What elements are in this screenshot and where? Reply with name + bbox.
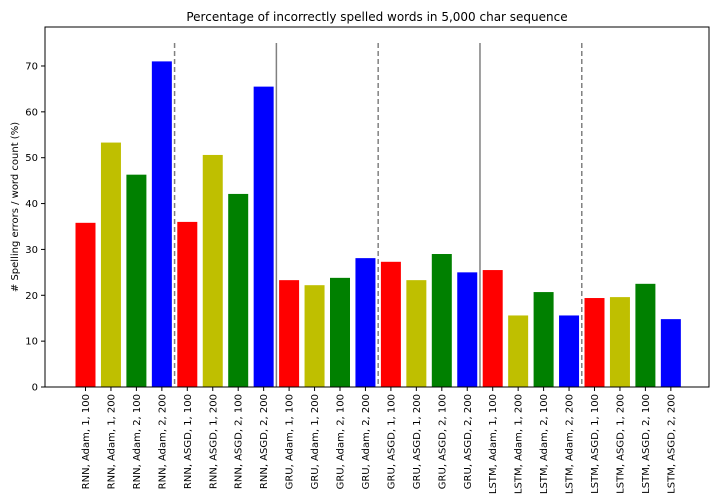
bar bbox=[584, 298, 605, 387]
bars-layer bbox=[75, 61, 681, 388]
plot-frame bbox=[44, 26, 710, 388]
x-tick-label: RNN, Adam, 2, 200 bbox=[157, 394, 168, 489]
x-tick-label: LSTM, ASGD, 1, 200 bbox=[615, 394, 626, 494]
x-tick-label: GRU, ASGD, 2, 200 bbox=[463, 394, 474, 489]
x-tick-label: RNN, Adam, 1, 100 bbox=[81, 394, 92, 489]
bar bbox=[75, 222, 96, 387]
x-tick-label: LSTM, Adam, 1, 100 bbox=[488, 394, 499, 494]
bar bbox=[330, 277, 350, 387]
bar bbox=[279, 280, 300, 387]
bar bbox=[253, 86, 274, 388]
bar bbox=[431, 254, 452, 387]
x-tick-label: RNN, ASGD, 1, 200 bbox=[208, 394, 219, 489]
y-tick-label: 0 bbox=[32, 383, 38, 394]
x-tick-label: GRU, Adam, 2, 100 bbox=[336, 394, 347, 489]
x-tick-label: GRU, Adam, 2, 200 bbox=[361, 394, 372, 489]
x-tick-label: GRU, ASGD, 1, 100 bbox=[386, 394, 397, 489]
bar bbox=[100, 142, 121, 387]
y-tick-label: 70 bbox=[25, 61, 38, 72]
bar bbox=[635, 283, 656, 387]
bar bbox=[151, 61, 172, 387]
x-tick-label: GRU, Adam, 1, 100 bbox=[285, 394, 296, 489]
x-tick-label: RNN, ASGD, 1, 100 bbox=[183, 394, 194, 489]
bar bbox=[559, 315, 580, 387]
bar bbox=[126, 174, 147, 387]
x-tick-label: LSTM, Adam, 2, 200 bbox=[565, 394, 576, 494]
chart-title: Percentage of incorrectly spelled words … bbox=[186, 10, 567, 24]
bar bbox=[406, 280, 427, 387]
y-tick-label: 10 bbox=[25, 337, 38, 348]
y-tick-label: 40 bbox=[25, 199, 38, 210]
bar bbox=[304, 285, 325, 387]
x-tick-label: RNN, ASGD, 2, 200 bbox=[259, 394, 270, 489]
x-tick-label: GRU, ASGD, 1, 200 bbox=[412, 394, 423, 489]
x-tick-label: GRU, Adam, 1, 200 bbox=[310, 394, 321, 489]
x-tick-label: LSTM, ASGD, 2, 200 bbox=[666, 394, 677, 494]
y-tick-label: 20 bbox=[25, 291, 38, 302]
bar bbox=[177, 221, 198, 387]
x-tick-label: LSTM, Adam, 2, 100 bbox=[539, 394, 550, 494]
x-tick-label: GRU, ASGD, 2, 100 bbox=[437, 394, 448, 489]
bar bbox=[355, 258, 376, 387]
x-tick-label: RNN, Adam, 2, 100 bbox=[132, 394, 143, 489]
bar bbox=[660, 319, 681, 387]
bar bbox=[609, 297, 630, 387]
bar bbox=[482, 270, 503, 387]
bar bbox=[533, 292, 554, 387]
x-tick-label: LSTM, Adam, 1, 200 bbox=[514, 394, 525, 494]
x-tick-label: LSTM, ASGD, 2, 100 bbox=[641, 394, 652, 494]
bar bbox=[380, 261, 401, 387]
y-tick-label: 60 bbox=[25, 107, 38, 118]
y-tick-label: 30 bbox=[25, 245, 38, 256]
bar bbox=[508, 315, 529, 387]
bar bbox=[202, 154, 223, 387]
y-axis-label: # Spelling errors / word count (%) bbox=[10, 122, 21, 292]
x-tick-label: LSTM, ASGD, 1, 100 bbox=[590, 394, 601, 494]
bar bbox=[228, 193, 249, 387]
bar bbox=[457, 272, 478, 387]
x-tick-label: RNN, ASGD, 2, 100 bbox=[234, 394, 245, 489]
x-axis-ticks: RNN, Adam, 1, 100 RNN, Adam, 1, 200 RNN, A… bbox=[81, 387, 677, 494]
y-axis-ticks: 0 10 20 30 40 50 60 70 bbox=[25, 61, 45, 394]
x-tick-label: RNN, Adam, 1, 200 bbox=[106, 394, 117, 489]
y-tick-label: 50 bbox=[25, 153, 38, 164]
separators-layer bbox=[173, 43, 583, 387]
